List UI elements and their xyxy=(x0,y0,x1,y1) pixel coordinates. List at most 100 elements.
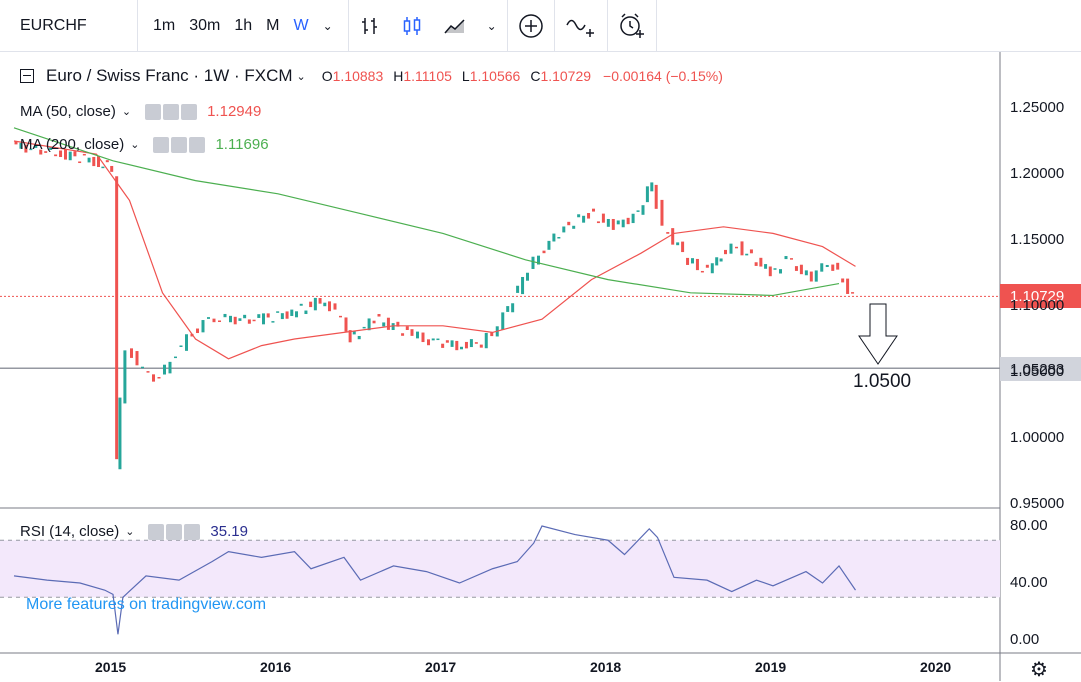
alert-icon[interactable] xyxy=(608,0,657,52)
price-candle[interactable] xyxy=(686,257,690,265)
close-icon[interactable] xyxy=(189,136,206,153)
price-candle[interactable] xyxy=(410,329,414,336)
price-candle[interactable] xyxy=(587,213,591,219)
price-candle[interactable] xyxy=(309,301,313,308)
price-candle[interactable] xyxy=(401,333,405,336)
price-candle[interactable] xyxy=(841,278,845,283)
price-candle[interactable] xyxy=(421,332,425,343)
settings-icon[interactable] xyxy=(171,136,188,153)
timeframe-30m[interactable]: 30m xyxy=(189,16,221,34)
price-candle[interactable] xyxy=(506,306,510,312)
price-candle[interactable] xyxy=(362,326,366,329)
price-candle[interactable] xyxy=(577,214,581,218)
price-candle[interactable] xyxy=(14,141,18,145)
price-candle[interactable] xyxy=(695,258,699,271)
price-candle[interactable] xyxy=(257,314,261,318)
price-candle[interactable] xyxy=(764,264,768,269)
price-candle[interactable] xyxy=(479,344,483,348)
chevron-down-icon[interactable]: ⌄ xyxy=(130,139,140,151)
price-candle[interactable] xyxy=(168,361,172,374)
compare-icon[interactable] xyxy=(555,0,608,52)
price-candle[interactable] xyxy=(163,364,166,375)
candles-style-icon[interactable] xyxy=(391,0,433,52)
price-candle[interactable] xyxy=(547,240,551,250)
price-candle[interactable] xyxy=(229,315,232,323)
price-candle[interactable] xyxy=(715,257,719,266)
price-candle[interactable] xyxy=(537,255,540,265)
bars-style-icon[interactable] xyxy=(349,0,391,52)
chevron-down-icon[interactable]: ⌄ xyxy=(121,106,132,118)
price-candle[interactable] xyxy=(436,338,440,341)
price-candle[interactable] xyxy=(790,258,793,260)
price-candle[interactable] xyxy=(174,356,177,359)
price-candle[interactable] xyxy=(280,313,284,320)
price-candle[interactable] xyxy=(339,315,342,318)
price-candle[interactable] xyxy=(631,213,635,224)
price-candle[interactable] xyxy=(313,297,317,311)
price-candle[interactable] xyxy=(705,264,709,268)
price-candle[interactable] xyxy=(719,258,723,262)
close-icon[interactable] xyxy=(184,523,201,540)
price-candle[interactable] xyxy=(759,257,763,267)
price-candle[interactable] xyxy=(825,264,829,268)
price-candle[interactable] xyxy=(681,241,685,253)
price-candle[interactable] xyxy=(344,317,348,332)
price-candle[interactable] xyxy=(724,249,727,255)
price-candle[interactable] xyxy=(601,213,605,223)
price-candle[interactable] xyxy=(582,215,586,223)
price-candle[interactable] xyxy=(328,301,331,312)
price-candle[interactable] xyxy=(333,303,337,310)
price-candle[interactable] xyxy=(441,343,445,348)
price-candle[interactable] xyxy=(64,148,67,160)
price-candle[interactable] xyxy=(271,321,275,323)
price-candle[interactable] xyxy=(304,310,308,315)
visibility-icon[interactable] xyxy=(153,136,170,153)
price-candle[interactable] xyxy=(105,160,109,163)
price-candle[interactable] xyxy=(123,350,127,404)
price-candle[interactable] xyxy=(39,149,43,155)
price-candle[interactable] xyxy=(729,243,733,254)
price-candle[interactable] xyxy=(73,151,77,157)
price-candle[interactable] xyxy=(710,263,714,274)
ma50-label[interactable]: MA (50, close) xyxy=(20,103,116,120)
price-candle[interactable] xyxy=(118,397,122,470)
price-candle[interactable] xyxy=(207,317,210,319)
price-candle[interactable] xyxy=(846,278,850,294)
price-candle[interactable] xyxy=(455,340,459,351)
symbol-title[interactable]: Euro / Swiss Franc · 1W · FXCM xyxy=(46,66,293,85)
price-candle[interactable] xyxy=(141,366,144,369)
price-candle[interactable] xyxy=(820,263,824,272)
price-candle[interactable] xyxy=(542,250,546,254)
price-candle[interactable] xyxy=(526,272,529,281)
symbol-search[interactable]: EURCHF xyxy=(0,0,138,52)
price-candle[interactable] xyxy=(572,225,576,229)
rsi-line[interactable] xyxy=(13,525,856,635)
price-candle[interactable] xyxy=(794,266,798,271)
price-candle[interactable] xyxy=(427,339,430,346)
price-candle[interactable] xyxy=(19,142,23,149)
price-candle[interactable] xyxy=(135,351,139,366)
price-candle[interactable] xyxy=(814,270,818,282)
price-candle[interactable] xyxy=(110,165,114,172)
chart-style-dropdown-icon[interactable]: ⌄ xyxy=(486,18,497,33)
price-candle[interactable] xyxy=(592,208,595,212)
price-candle[interactable] xyxy=(201,320,205,333)
main-chart[interactable] xyxy=(0,52,1081,681)
price-candle[interactable] xyxy=(531,256,535,269)
price-candle[interactable] xyxy=(252,319,256,322)
price-candle[interactable] xyxy=(562,226,566,233)
price-candle[interactable] xyxy=(740,241,744,256)
price-candle[interactable] xyxy=(391,323,395,331)
chevron-down-icon[interactable]: ⌄ xyxy=(125,526,135,538)
price-candle[interactable] xyxy=(831,264,835,271)
price-candle[interactable] xyxy=(450,340,454,347)
settings-icon[interactable] xyxy=(166,523,183,540)
price-candle[interactable] xyxy=(243,314,247,319)
price-candle[interactable] xyxy=(490,332,494,337)
price-candle[interactable] xyxy=(386,317,390,330)
price-candle[interactable] xyxy=(606,218,610,227)
price-candle[interactable] xyxy=(396,321,400,327)
price-candle[interactable] xyxy=(223,313,227,318)
settings-gear-icon[interactable]: ⚙ xyxy=(1030,659,1048,681)
timeframe-M[interactable]: M xyxy=(266,16,280,34)
